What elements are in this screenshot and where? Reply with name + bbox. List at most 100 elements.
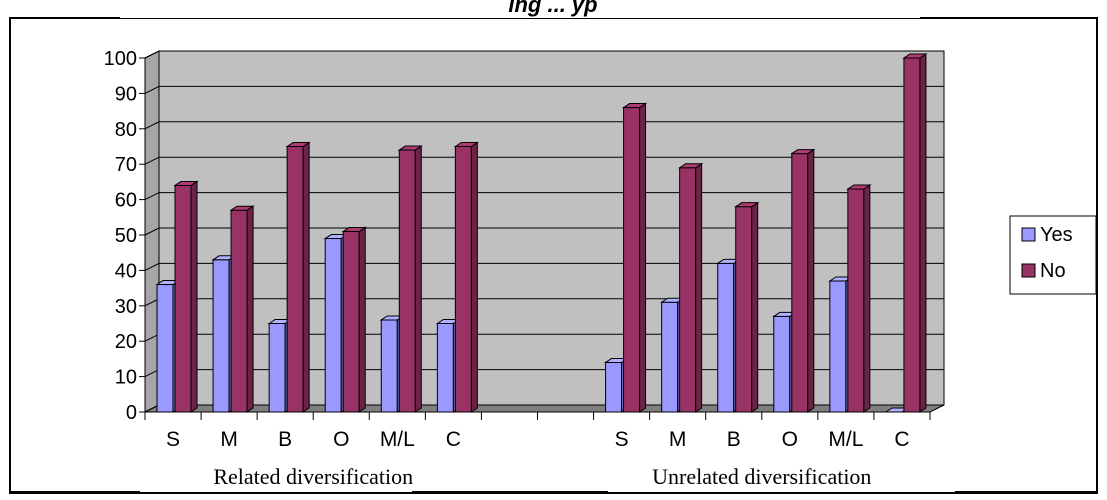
bar-no-0 (173, 180, 199, 413)
x-tick-label: C (894, 428, 909, 451)
legend-swatch-no (1021, 263, 1036, 278)
bar-front (791, 153, 809, 413)
bar-front (436, 323, 454, 413)
y-tick-label: 80 (115, 119, 137, 141)
bar-front (398, 149, 416, 413)
bar-no-11 (790, 148, 816, 413)
bar-top (285, 142, 311, 147)
bar-front (174, 184, 192, 413)
bar-top (734, 202, 760, 208)
y-tick-label: 60 (115, 190, 137, 212)
bar-no-9 (677, 162, 704, 413)
bar-side (863, 184, 871, 413)
legend-label-yes: Yes (1040, 224, 1073, 246)
bar-side (807, 148, 815, 413)
bar-front (380, 319, 398, 413)
bar-front (324, 238, 342, 413)
y-tick-label: 40 (115, 260, 137, 282)
bar-no-5 (453, 141, 480, 413)
bar-top (453, 142, 480, 147)
bar-side (246, 205, 254, 413)
y-tick-label: 50 (115, 225, 137, 247)
x-tick-label: S (166, 428, 180, 451)
y-tick-label: 90 (115, 83, 137, 105)
x-axis: S M B O M/L C S M B O M/L C (144, 411, 931, 451)
group-label: Related diversification (213, 464, 413, 489)
bar-front (268, 323, 286, 413)
bar-no-4 (397, 145, 423, 413)
y-tick-label: 10 (115, 367, 137, 389)
bar-top (902, 53, 928, 59)
gridline (144, 85, 944, 94)
bar-front (735, 206, 753, 413)
bar-front (847, 188, 865, 413)
bar-front (679, 167, 697, 413)
x-tick-label: S (615, 428, 629, 451)
x-tick-label: M/L (380, 428, 415, 451)
bar-top (677, 163, 704, 169)
bar-front (829, 280, 847, 413)
bar-front (623, 107, 641, 413)
y-tick-label: 30 (115, 296, 137, 318)
y-tick-label: 100 (104, 48, 137, 70)
bar-top (790, 149, 816, 155)
bar-side (358, 226, 366, 413)
bar-front (661, 301, 679, 413)
group-labels: Related diversification Unrelated diversi… (10, 464, 1097, 493)
bar-side (470, 141, 478, 413)
bar-front (212, 259, 230, 413)
bar-no-2 (285, 141, 311, 413)
bar-top (846, 184, 872, 190)
bar-top (173, 180, 199, 186)
bar-top (621, 103, 648, 109)
gridline (144, 156, 944, 165)
x-tick-label: M (220, 428, 238, 451)
title-mask (120, 0, 920, 18)
bar-no-12 (846, 184, 872, 413)
bar-side (639, 102, 647, 413)
y-tick-label: 0 (126, 402, 137, 424)
bar-front (286, 146, 304, 413)
bar-no-3 (341, 226, 367, 413)
y-tick-label: 70 (115, 154, 137, 176)
legend: Yes No (1009, 215, 1097, 295)
bar-top (397, 145, 423, 151)
bar-front (454, 146, 472, 413)
bar-front (156, 284, 174, 413)
bar-top (229, 205, 255, 211)
y-tick-label: 20 (115, 331, 137, 353)
bar-top (341, 226, 367, 232)
bar-side (695, 162, 703, 413)
bar-no-10 (734, 201, 760, 413)
bar-side (302, 141, 310, 413)
x-tick-label: O (333, 428, 349, 451)
legend-label-no: No (1040, 260, 1066, 282)
bar-front (773, 315, 791, 413)
x-tick-label: B (727, 428, 741, 451)
legend-swatch-yes (1021, 227, 1036, 242)
bar-no-13 (902, 53, 928, 413)
x-tick-label: M (669, 428, 687, 451)
bar-front (342, 230, 360, 413)
bar-no-1 (229, 205, 255, 413)
bars (155, 53, 928, 413)
bar-side (414, 145, 422, 413)
bar-front (605, 361, 623, 413)
plot-floor (144, 404, 945, 413)
bar-front (230, 209, 248, 413)
y-axis: 0 10 20 30 40 50 60 70 80 90 100 (104, 48, 146, 424)
x-tick-label: B (278, 428, 292, 451)
chart-title: ing ... yp (508, 0, 597, 17)
x-tick-label: C (446, 428, 461, 451)
gridline (144, 121, 944, 130)
gridline (144, 50, 944, 59)
bar-side (751, 201, 759, 413)
floor (144, 404, 945, 413)
x-tick-label: O (782, 428, 798, 451)
bar-front (903, 57, 921, 413)
bar-side (190, 180, 198, 413)
plot-wall (144, 50, 945, 413)
bar-front (717, 262, 735, 413)
